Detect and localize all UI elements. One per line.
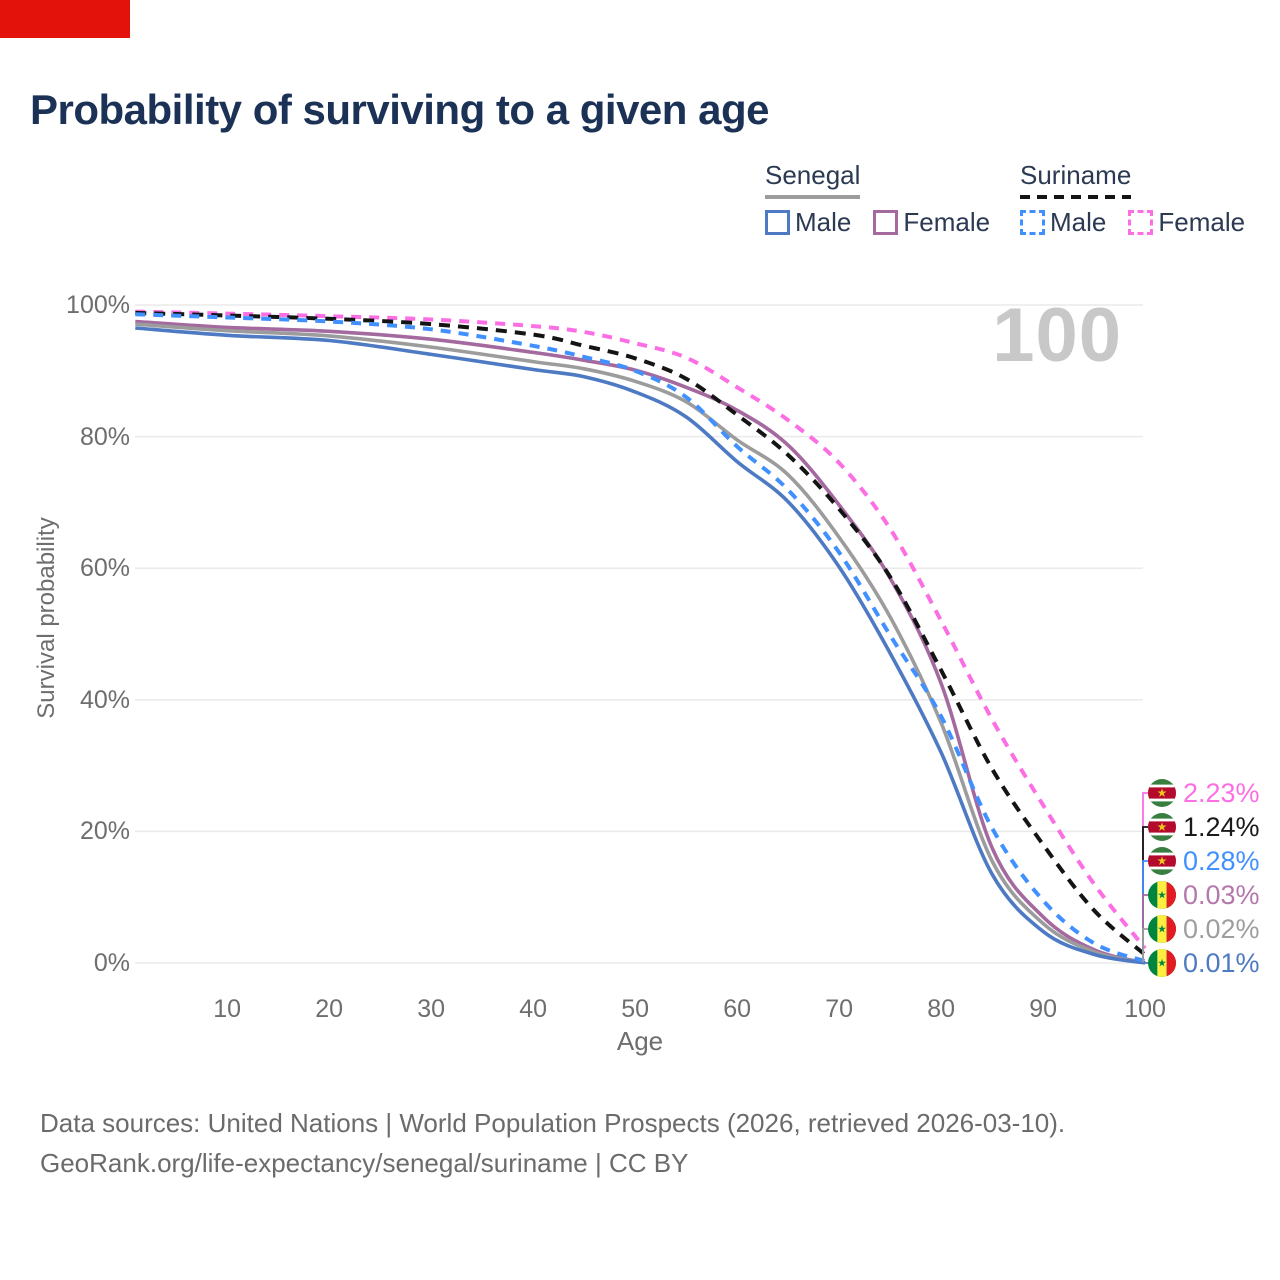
legend-item-label: Male	[795, 207, 852, 237]
brand-mark	[0, 0, 130, 38]
legend-group-senegal: Senegal Male Female	[765, 160, 990, 238]
end-label-suriname-total: 1.24%	[1148, 810, 1260, 844]
x-axis-title: Age	[616, 1026, 664, 1056]
y-tick-label: 20%	[79, 817, 130, 846]
legend-item-senegal-female[interactable]: Female	[873, 207, 990, 238]
x-tick-label: 70	[825, 995, 853, 1023]
end-label-suriname-male: 0.28%	[1148, 844, 1260, 878]
senegal-flag-icon	[1148, 915, 1176, 943]
end-label-value: 2.23%	[1183, 777, 1260, 808]
legend-item-suriname-female[interactable]: Female	[1128, 207, 1245, 238]
legend-item-senegal-male[interactable]: Male	[765, 207, 851, 238]
legend-title-senegal: Senegal	[765, 160, 861, 190]
end-label-value: 1.24%	[1183, 811, 1260, 842]
end-label-senegal-male: 0.01%	[1148, 946, 1260, 980]
suriname-flag-icon	[1148, 779, 1176, 807]
curve-senegal-male[interactable]	[135, 326, 1146, 965]
curve-senegal-female[interactable]	[135, 319, 1146, 965]
end-label-value: 0.02%	[1183, 913, 1260, 944]
curve-suriname-female[interactable]	[135, 309, 1147, 950]
senegal-flag-icon	[1148, 949, 1176, 977]
legend-item-label: Male	[1050, 207, 1107, 237]
x-tick-label: 80	[927, 995, 955, 1023]
legend-item-label: Female	[1158, 207, 1246, 237]
legend-item-label: Female	[903, 207, 991, 237]
x-tick-label: 30	[417, 995, 445, 1023]
x-tick-label: 40	[519, 995, 547, 1023]
senegal-male-swatch-icon	[765, 210, 790, 235]
curve-senegal-total[interactable]	[135, 322, 1146, 965]
legend-item-suriname-male[interactable]: Male	[1020, 207, 1106, 238]
x-tick-label: 20	[315, 995, 343, 1023]
y-tick-label: 60%	[79, 554, 130, 583]
y-axis-title: Survival probability	[33, 517, 60, 719]
end-label-senegal-total: 0.02%	[1148, 912, 1260, 946]
legend-line-sample-senegal	[765, 195, 861, 199]
suriname-flag-icon	[1148, 847, 1176, 875]
end-label-value: 0.28%	[1183, 845, 1260, 876]
senegal-flag-icon	[1148, 881, 1176, 909]
y-tick-label: 100%	[66, 291, 130, 319]
footer-source-line: Data sources: United Nations | World Pop…	[40, 1108, 1066, 1138]
end-label-value: 0.03%	[1183, 879, 1260, 910]
curve-suriname-male[interactable]	[135, 312, 1146, 964]
x-tick-label: 50	[621, 995, 649, 1023]
end-label-suriname-female: 2.23%	[1148, 776, 1260, 810]
footer-url-line: GeoRank.org/life-expectancy/senegal/suri…	[40, 1148, 689, 1178]
end-label-value: 0.01%	[1183, 947, 1260, 978]
x-tick-label: 90	[1029, 995, 1057, 1023]
page-title: Probability of surviving to a given age	[30, 86, 769, 133]
suriname-female-swatch-icon	[1128, 210, 1154, 235]
age-watermark: 100	[992, 293, 1122, 378]
x-tick-label: 100	[1124, 995, 1166, 1023]
end-label-senegal-female: 0.03%	[1148, 878, 1260, 912]
legend-line-sample-suriname	[1020, 195, 1132, 199]
y-tick-label: 0%	[93, 949, 130, 977]
curve-suriname-total[interactable]	[135, 310, 1147, 957]
legend-group-suriname: Suriname Male Female	[1020, 160, 1245, 238]
y-tick-label: 40%	[79, 685, 130, 714]
senegal-female-swatch-icon	[873, 210, 899, 235]
x-tick-label: 60	[723, 995, 751, 1023]
suriname-flag-icon	[1148, 813, 1176, 841]
y-tick-label: 80%	[79, 422, 130, 451]
suriname-male-swatch-icon	[1020, 210, 1045, 235]
x-tick-label: 10	[213, 995, 241, 1023]
legend-title-suriname: Suriname	[1020, 160, 1132, 190]
